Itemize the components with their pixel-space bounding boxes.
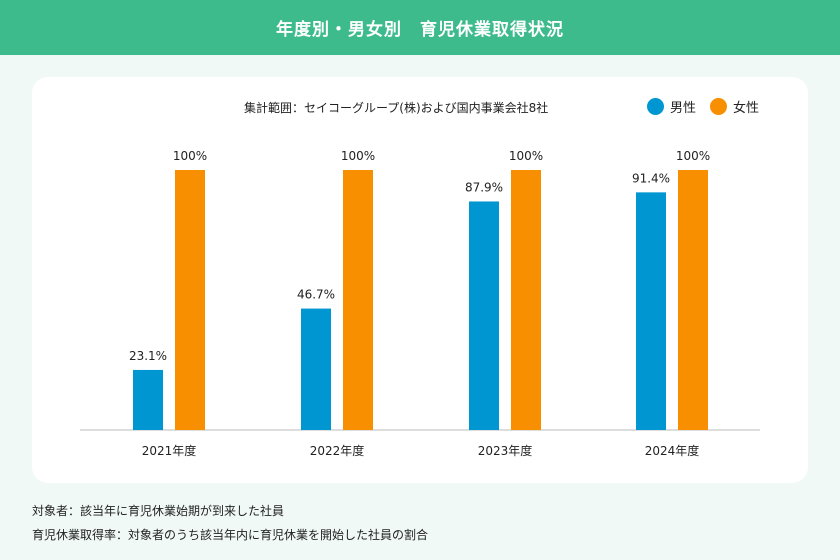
x-tick-label: 2022年度 <box>310 443 365 458</box>
legend-swatch-female <box>710 98 727 115</box>
data-label: 100% <box>509 149 543 163</box>
x-tick-label: 2023年度 <box>478 443 533 458</box>
legend-label: 男性 <box>670 101 697 116</box>
bar-male <box>636 192 666 430</box>
bar-female <box>511 170 541 430</box>
bar-female <box>678 170 708 430</box>
note-rate: 育児休業取得率：対象者のうち該当年内に育児休業を開始した社員の割合 <box>32 528 429 542</box>
data-label: 100% <box>173 149 207 163</box>
data-label: 46.7% <box>297 288 335 302</box>
page-title: 年度別・男女別 育児休業取得状況 <box>0 0 840 55</box>
x-tick-label: 2021年度 <box>142 443 197 458</box>
data-label: 100% <box>676 149 710 163</box>
legend-label: 女性 <box>733 101 760 116</box>
bar-male <box>133 369 163 430</box>
note-target: 対象者：該当年に育児休業始期が到来した社員 <box>32 504 285 518</box>
bar-male <box>301 308 331 430</box>
x-tick-label: 2024年度 <box>645 443 700 458</box>
bar-female <box>343 170 373 430</box>
data-label: 23.1% <box>129 349 167 363</box>
data-label: 100% <box>341 149 375 163</box>
legend-male: 男性 <box>647 97 696 116</box>
bar-male <box>469 201 499 430</box>
legend-swatch-male <box>647 98 664 115</box>
data-label: 87.9% <box>465 180 503 194</box>
bar-female <box>175 170 205 430</box>
data-label: 91.4% <box>632 171 670 185</box>
scope-note: 集計範囲：セイコーグループ(株)および国内事業会社8社 <box>244 101 549 115</box>
legend-female: 女性 <box>710 97 759 116</box>
